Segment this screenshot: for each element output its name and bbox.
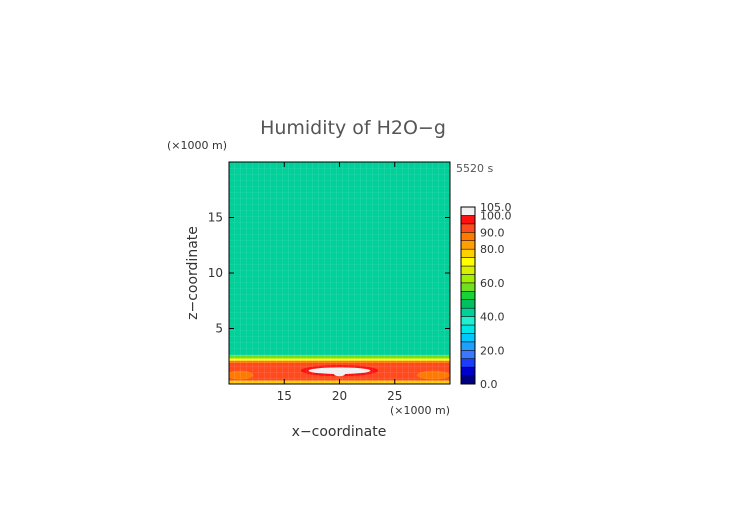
colorbar-swatch	[460, 291, 476, 300]
colorbar-swatch	[460, 366, 476, 376]
colorbar-swatch	[460, 223, 476, 233]
colorbar-swatch	[460, 299, 476, 309]
x-axis-ticks: 15 20 25	[277, 162, 402, 403]
colorbar-tick-label: 90.0	[480, 226, 505, 239]
colorbar-tick-label: 100.0	[480, 209, 512, 222]
colorbar-swatch	[460, 350, 476, 359]
chart-title: Humidity of H2O−g	[260, 117, 446, 139]
colorbar-tick-label: 40.0	[480, 311, 505, 324]
colorbar-frame	[460, 206, 476, 385]
x-tick-label: 20	[332, 389, 347, 403]
colorbar-tick-label: 80.0	[480, 243, 505, 256]
colorbar-swatch	[460, 324, 476, 334]
time-label: 5520 s	[456, 162, 493, 175]
y-unit-label: (×1000 m)	[167, 139, 227, 152]
colorbar-swatch	[460, 333, 476, 343]
x-axis-label: x−coordinate	[292, 424, 387, 440]
y-axis-ticks: 5 10 15	[208, 211, 450, 336]
y-tick-label: 5	[215, 322, 223, 336]
colorbar-swatch	[460, 375, 476, 385]
colorbar-swatch	[460, 215, 476, 225]
colorbar-swatch	[460, 358, 476, 368]
plot-grid-texture	[229, 162, 450, 384]
colorbar-swatch	[460, 316, 476, 326]
x-unit-label: (×1000 m)	[390, 404, 450, 417]
x-tick-label: 25	[387, 389, 402, 403]
colorbar-tick-label: 0.0	[480, 378, 498, 391]
y-tick-label: 10	[208, 266, 223, 280]
colorbar-swatch	[460, 265, 476, 275]
colorbar-swatch	[460, 248, 476, 258]
colorbar-tick-label: 20.0	[480, 344, 505, 357]
colorbar-swatch	[460, 240, 476, 250]
colorbar-swatch	[460, 257, 476, 267]
x-tick-label: 15	[277, 389, 292, 403]
y-axis-label: z−coordinate	[185, 226, 201, 320]
colorbar-swatch	[460, 232, 476, 241]
colorbar-swatch	[460, 282, 476, 292]
colorbar-swatch	[460, 274, 476, 284]
colorbar-tick-label: 60.0	[480, 277, 505, 290]
colorbar	[460, 206, 476, 385]
colorbar-swatch	[460, 307, 476, 317]
colorbar-tick-label: 105.0	[480, 201, 512, 214]
y-tick-label: 15	[208, 211, 223, 225]
colorbar-swatch	[460, 206, 476, 216]
colorbar-swatch	[460, 341, 476, 351]
